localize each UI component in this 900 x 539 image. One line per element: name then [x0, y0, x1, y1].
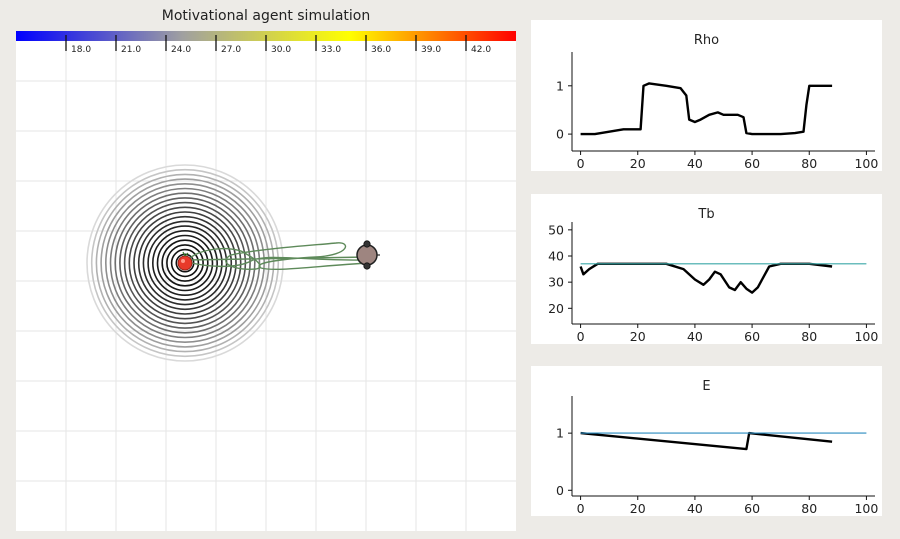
gradient-ring [170, 248, 200, 278]
y-tick-label: 40 [548, 249, 564, 264]
agent-body[interactable] [356, 240, 380, 270]
x-tick-label: 60 [744, 156, 760, 171]
x-tick-label: 40 [687, 501, 703, 516]
tb-plot-panel: Tb 0 20 40 60 80 100 20 30 40 50 [531, 194, 882, 344]
arena-grid [16, 31, 516, 531]
y-tick-label: 50 [548, 222, 564, 237]
colorbar-tick-label: 27.0 [221, 45, 241, 55]
gradient-ring [133, 211, 237, 315]
gradient-ring [128, 206, 242, 320]
tb-chart: Tb 0 20 40 60 80 100 20 30 40 50 [548, 207, 878, 344]
x-tick-label: 40 [687, 329, 703, 344]
plot-title: Rho [694, 33, 719, 48]
data-series-line [579, 262, 833, 294]
x-tick-label: 0 [577, 501, 585, 516]
colorbar-tick-label: 33.0 [321, 45, 341, 55]
plot-title: Tb [697, 207, 714, 222]
gradient-ring [90, 168, 280, 358]
y-tick-label: 20 [548, 301, 564, 316]
agent-circle [356, 244, 378, 266]
x-tick-label: 0 [577, 329, 585, 344]
agent-sensor-bottom [363, 262, 371, 270]
x-tick-label: 20 [630, 156, 646, 171]
gradient-ring [114, 192, 256, 334]
x-tick-label: 100 [854, 156, 878, 171]
gradient-ring [156, 234, 214, 292]
agent-sensor-top [363, 240, 371, 248]
y-tick-label: 1 [556, 78, 564, 93]
gradient-ring [166, 244, 204, 282]
x-tick-label: 80 [801, 329, 817, 344]
rho-chart: Rho 0 20 40 60 80 100 0 1 [556, 33, 878, 171]
gradient-ring [119, 197, 251, 329]
gradient-ring [109, 187, 261, 339]
x-tick-label: 100 [854, 501, 878, 516]
colorbar-tick-label: 18.0 [71, 45, 91, 55]
data-series-line [580, 431, 833, 451]
x-tick-label: 100 [854, 329, 878, 344]
agent-trail [186, 242, 369, 271]
gradient-ring [152, 230, 219, 297]
colorbar-tick-label: 24.0 [171, 45, 191, 55]
colorbar-tick-label: 21.0 [121, 45, 141, 55]
y-tick-label: 1 [556, 426, 564, 441]
rho-plot-panel: Rho 0 20 40 60 80 100 0 1 [531, 20, 882, 171]
gradient-ring [161, 239, 209, 287]
colorbar-tick-label: 39.0 [421, 45, 441, 55]
food-berry-icon [177, 255, 193, 271]
colorbar-tick-label: 30.0 [271, 45, 291, 55]
y-tick-label: 0 [556, 483, 564, 498]
simulation-canvas[interactable]: 18.0 21.0 24.0 27.0 30.0 33.0 36.0 39.0 42.0 [16, 31, 516, 531]
temperature-colorbar: 18.0 21.0 24.0 27.0 30.0 33.0 36.0 39.0 42.0 [16, 31, 516, 55]
y-tick-label: 0 [556, 127, 564, 142]
e-plot-panel: E 0 20 40 60 80 100 0 1 [531, 366, 882, 516]
food-leaf-icon [182, 251, 189, 257]
gradient-ring [95, 173, 275, 353]
x-tick-label: 40 [687, 156, 703, 171]
x-tick-label: 80 [801, 501, 817, 516]
x-tick-label: 20 [630, 329, 646, 344]
x-tick-label: 60 [744, 329, 760, 344]
gradient-ring [137, 215, 233, 311]
x-tick-label: 20 [630, 501, 646, 516]
colorbar-tick-label: 36.0 [371, 45, 391, 55]
x-tick-label: 0 [577, 156, 585, 171]
gradient-ring [147, 225, 223, 301]
x-tick-label: 60 [744, 501, 760, 516]
x-tick-label: 80 [801, 156, 817, 171]
food-highlight [181, 259, 185, 263]
simulation-title: Motivational agent simulation [161, 8, 371, 24]
gradient-ring [86, 164, 284, 362]
food-item [177, 251, 193, 271]
e-chart: E 0 20 40 60 80 100 0 1 [556, 379, 878, 516]
plot-title: E [702, 379, 710, 394]
gradient-ring [100, 178, 270, 348]
y-tick-label: 30 [548, 275, 564, 290]
data-series-line [580, 82, 833, 136]
colorbar-tick-label: 42.0 [471, 45, 491, 55]
food-gradient-rings [86, 164, 284, 362]
